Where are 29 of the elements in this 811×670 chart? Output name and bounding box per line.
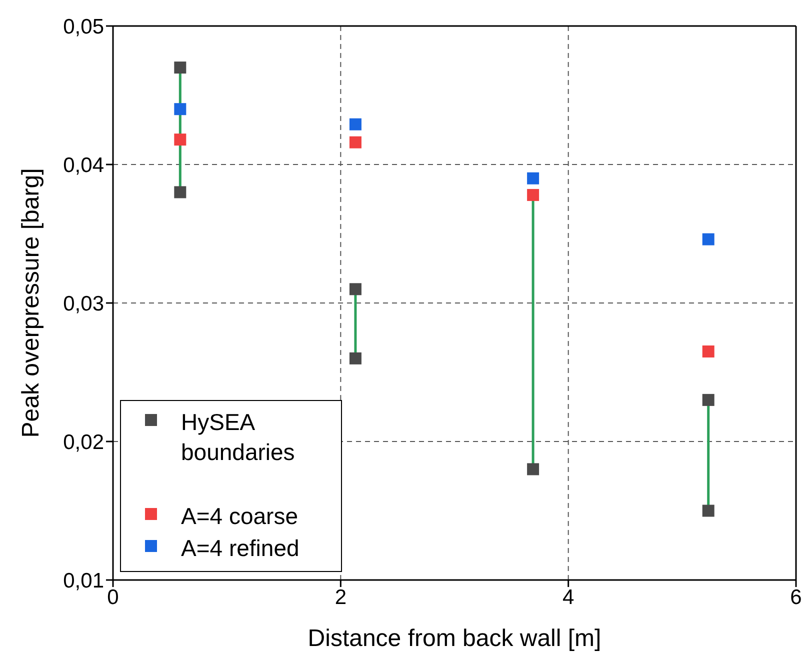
point: [702, 233, 714, 246]
legend-label: HySEA boundaries: [181, 408, 296, 467]
point: [527, 172, 540, 184]
x-tick-label: 4: [562, 586, 574, 609]
point: [702, 345, 714, 358]
x-tick-label: 2: [334, 586, 347, 609]
y-tick-label: 0,05: [63, 15, 104, 38]
y-tick-label: 0,03: [63, 292, 104, 316]
point: [174, 134, 186, 146]
point: [174, 62, 186, 74]
point: [527, 188, 540, 201]
point: [527, 463, 540, 476]
point: [702, 504, 714, 517]
legend-label: A=4 refined: [181, 534, 300, 563]
x-tick-label: 6: [790, 586, 802, 609]
y-tick-label: 0,01: [63, 569, 104, 592]
point: [349, 352, 362, 364]
x-tick-label: 0: [107, 586, 119, 609]
y-tick-label: 0,02: [63, 430, 104, 454]
y-tick-label: 0,04: [63, 154, 104, 177]
point: [349, 283, 362, 296]
point: [349, 118, 362, 130]
legend-label: A=4 coarse: [181, 502, 298, 531]
point: [702, 394, 714, 406]
y-axis-title: Peak overpressure [barg]: [18, 168, 45, 438]
point: [174, 103, 186, 116]
point: [349, 136, 362, 148]
point: [174, 186, 186, 198]
x-axis-title: Distance from back wall [m]: [308, 625, 602, 652]
